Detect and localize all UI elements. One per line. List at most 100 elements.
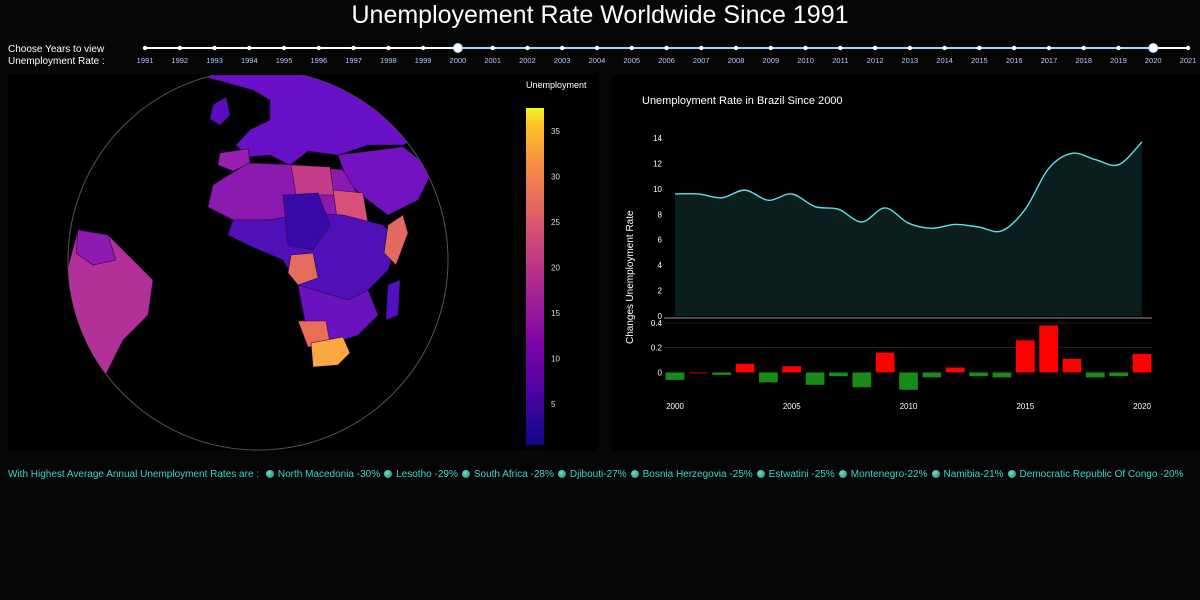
- slider-tick-2011[interactable]: [838, 45, 843, 51]
- slider-tick-2005[interactable]: [629, 45, 634, 51]
- slider-tick-2009[interactable]: [768, 45, 773, 51]
- country-uk[interactable]: [209, 96, 231, 126]
- change-bar-2014[interactable]: [992, 372, 1012, 378]
- choropleth-map-panel[interactable]: Unemployment 35 30 25 20 15 10 5: [8, 69, 598, 451]
- slider-tick-1995[interactable]: [281, 45, 287, 51]
- slider-tick-2008[interactable]: [733, 45, 739, 51]
- change-bar-2019[interactable]: [1109, 372, 1128, 377]
- slider-handle-end[interactable]: [1148, 43, 1159, 53]
- slider-year-label[interactable]: 2002: [519, 56, 536, 65]
- slider-year-label[interactable]: 2013: [902, 56, 919, 65]
- country-libya[interactable]: [290, 164, 335, 196]
- country-madagascar[interactable]: [385, 279, 401, 321]
- slider-year-label[interactable]: 2007: [693, 56, 710, 65]
- slider-year-label[interactable]: 2012: [867, 56, 884, 65]
- slider-year-label[interactable]: 1993: [206, 56, 223, 65]
- change-bar-2020[interactable]: [1132, 353, 1152, 373]
- bar-y-tick-label: 0.2: [651, 344, 663, 353]
- slider-tick-1993[interactable]: [212, 45, 217, 51]
- slider-tick-2019[interactable]: [1116, 45, 1121, 51]
- slider-year-label[interactable]: 2004: [589, 56, 606, 65]
- slider-year-label[interactable]: 2020: [1145, 56, 1162, 65]
- slider-year-label[interactable]: 2014: [936, 56, 953, 65]
- slider-year-label[interactable]: 1995: [276, 56, 293, 65]
- change-bar-2009[interactable]: [875, 352, 895, 373]
- country-congo[interactable]: [282, 192, 331, 251]
- slider-year-label[interactable]: 2011: [832, 56, 848, 65]
- slider-tick-2017[interactable]: [1046, 45, 1052, 51]
- slider-year-label[interactable]: 2010: [797, 56, 814, 65]
- slider-tick-2021[interactable]: [1185, 45, 1191, 51]
- change-bar-2000[interactable]: [665, 372, 685, 380]
- slider-tick-2007[interactable]: [699, 45, 704, 51]
- change-bar-2007[interactable]: [829, 372, 848, 377]
- slider-tick-1992[interactable]: [177, 45, 182, 51]
- slider-year-label[interactable]: 1994: [241, 56, 258, 65]
- slider-tick-2004[interactable]: [594, 45, 600, 51]
- colorbar: [526, 108, 544, 445]
- slider-year-label[interactable]: 1998: [380, 56, 397, 65]
- slider-tick-2001[interactable]: [490, 45, 495, 51]
- brazil-chart[interactable]: Unemployment Rate in Brazil Since 2000 U…: [612, 75, 1200, 451]
- slider-year-label[interactable]: 1991: [137, 56, 154, 65]
- slider-tick-1999[interactable]: [420, 45, 426, 51]
- slider-tick-2012[interactable]: [872, 45, 878, 51]
- slider-tick-2006[interactable]: [664, 45, 669, 51]
- slider-year-label[interactable]: 2018: [1075, 56, 1092, 65]
- slider-year-label[interactable]: 1992: [171, 56, 188, 65]
- line-chart-panel[interactable]: Unemployment Rate in Brazil Since 2000 U…: [612, 75, 1200, 451]
- slider-year-label[interactable]: 1997: [345, 56, 362, 65]
- slider-tick-2003[interactable]: [560, 45, 565, 51]
- unemployment-line[interactable]: [674, 141, 1143, 233]
- slider-year-label[interactable]: 2008: [728, 56, 745, 65]
- slider-year-label[interactable]: 2001: [484, 56, 501, 65]
- country-south-africa[interactable]: [310, 336, 351, 368]
- change-bar-2016[interactable]: [1039, 325, 1058, 373]
- country-somalia[interactable]: [383, 214, 409, 266]
- change-bar-2015[interactable]: [1015, 340, 1035, 373]
- country-angola[interactable]: [287, 252, 319, 286]
- slider-tick-2010[interactable]: [803, 45, 808, 51]
- slider-handle-start[interactable]: [452, 43, 463, 53]
- slider-year-label[interactable]: 2006: [658, 56, 675, 65]
- change-bar-2008[interactable]: [852, 372, 872, 388]
- slider-year-label[interactable]: 2017: [1041, 56, 1058, 65]
- change-bar-2012[interactable]: [945, 367, 965, 373]
- change-bar-2011[interactable]: [922, 372, 942, 378]
- slider-tick-2013[interactable]: [907, 45, 913, 51]
- slider-tick-1996[interactable]: [316, 45, 322, 51]
- slider-tick-2015[interactable]: [977, 45, 982, 51]
- change-bar-2001[interactable]: [689, 372, 708, 374]
- slider-tick-2016[interactable]: [1011, 45, 1017, 51]
- change-bar-2017[interactable]: [1062, 358, 1082, 373]
- slider-year-label[interactable]: 2003: [554, 56, 571, 65]
- slider-year-label[interactable]: 2005: [623, 56, 640, 65]
- slider-year-label[interactable]: 2015: [971, 56, 988, 65]
- change-bar-2005[interactable]: [782, 366, 802, 373]
- slider-tick-2018[interactable]: [1081, 45, 1086, 51]
- slider-tick-2014[interactable]: [942, 45, 947, 51]
- change-bar-2002[interactable]: [712, 372, 732, 375]
- year-range-slider[interactable]: 1991 1992 1993 1994 1995 1996 1997 1998 1999 2000…: [0, 38, 1200, 72]
- slider-tick-1991[interactable]: [142, 45, 148, 51]
- slider-year-label[interactable]: 2016: [1006, 56, 1023, 65]
- country-colombia[interactable]: [75, 229, 117, 266]
- change-bar-2006[interactable]: [805, 372, 825, 385]
- slider-year-label[interactable]: 2021: [1180, 56, 1197, 65]
- slider-year-label[interactable]: 1999: [415, 56, 432, 65]
- change-bar-2003[interactable]: [735, 363, 755, 373]
- change-bar-2013[interactable]: [969, 372, 988, 377]
- slider-year-label[interactable]: 2019: [1110, 56, 1127, 65]
- slider-year-label[interactable]: 1996: [310, 56, 327, 65]
- globe-map[interactable]: Unemployment 35 30 25 20 15 10 5: [8, 69, 598, 451]
- slider-tick-2002[interactable]: [525, 45, 530, 51]
- slider-year-label[interactable]: 2000: [450, 56, 467, 65]
- slider-tick-1998[interactable]: [386, 45, 391, 51]
- slider-year-label[interactable]: 2009: [762, 56, 779, 65]
- change-bar-2018[interactable]: [1085, 372, 1105, 378]
- slider-tick-1994[interactable]: [247, 45, 252, 51]
- change-bar-2004[interactable]: [759, 372, 778, 383]
- change-bar-2010[interactable]: [899, 372, 918, 390]
- slider-tick-1997[interactable]: [351, 45, 356, 51]
- x-tick-label: 2010: [900, 402, 918, 411]
